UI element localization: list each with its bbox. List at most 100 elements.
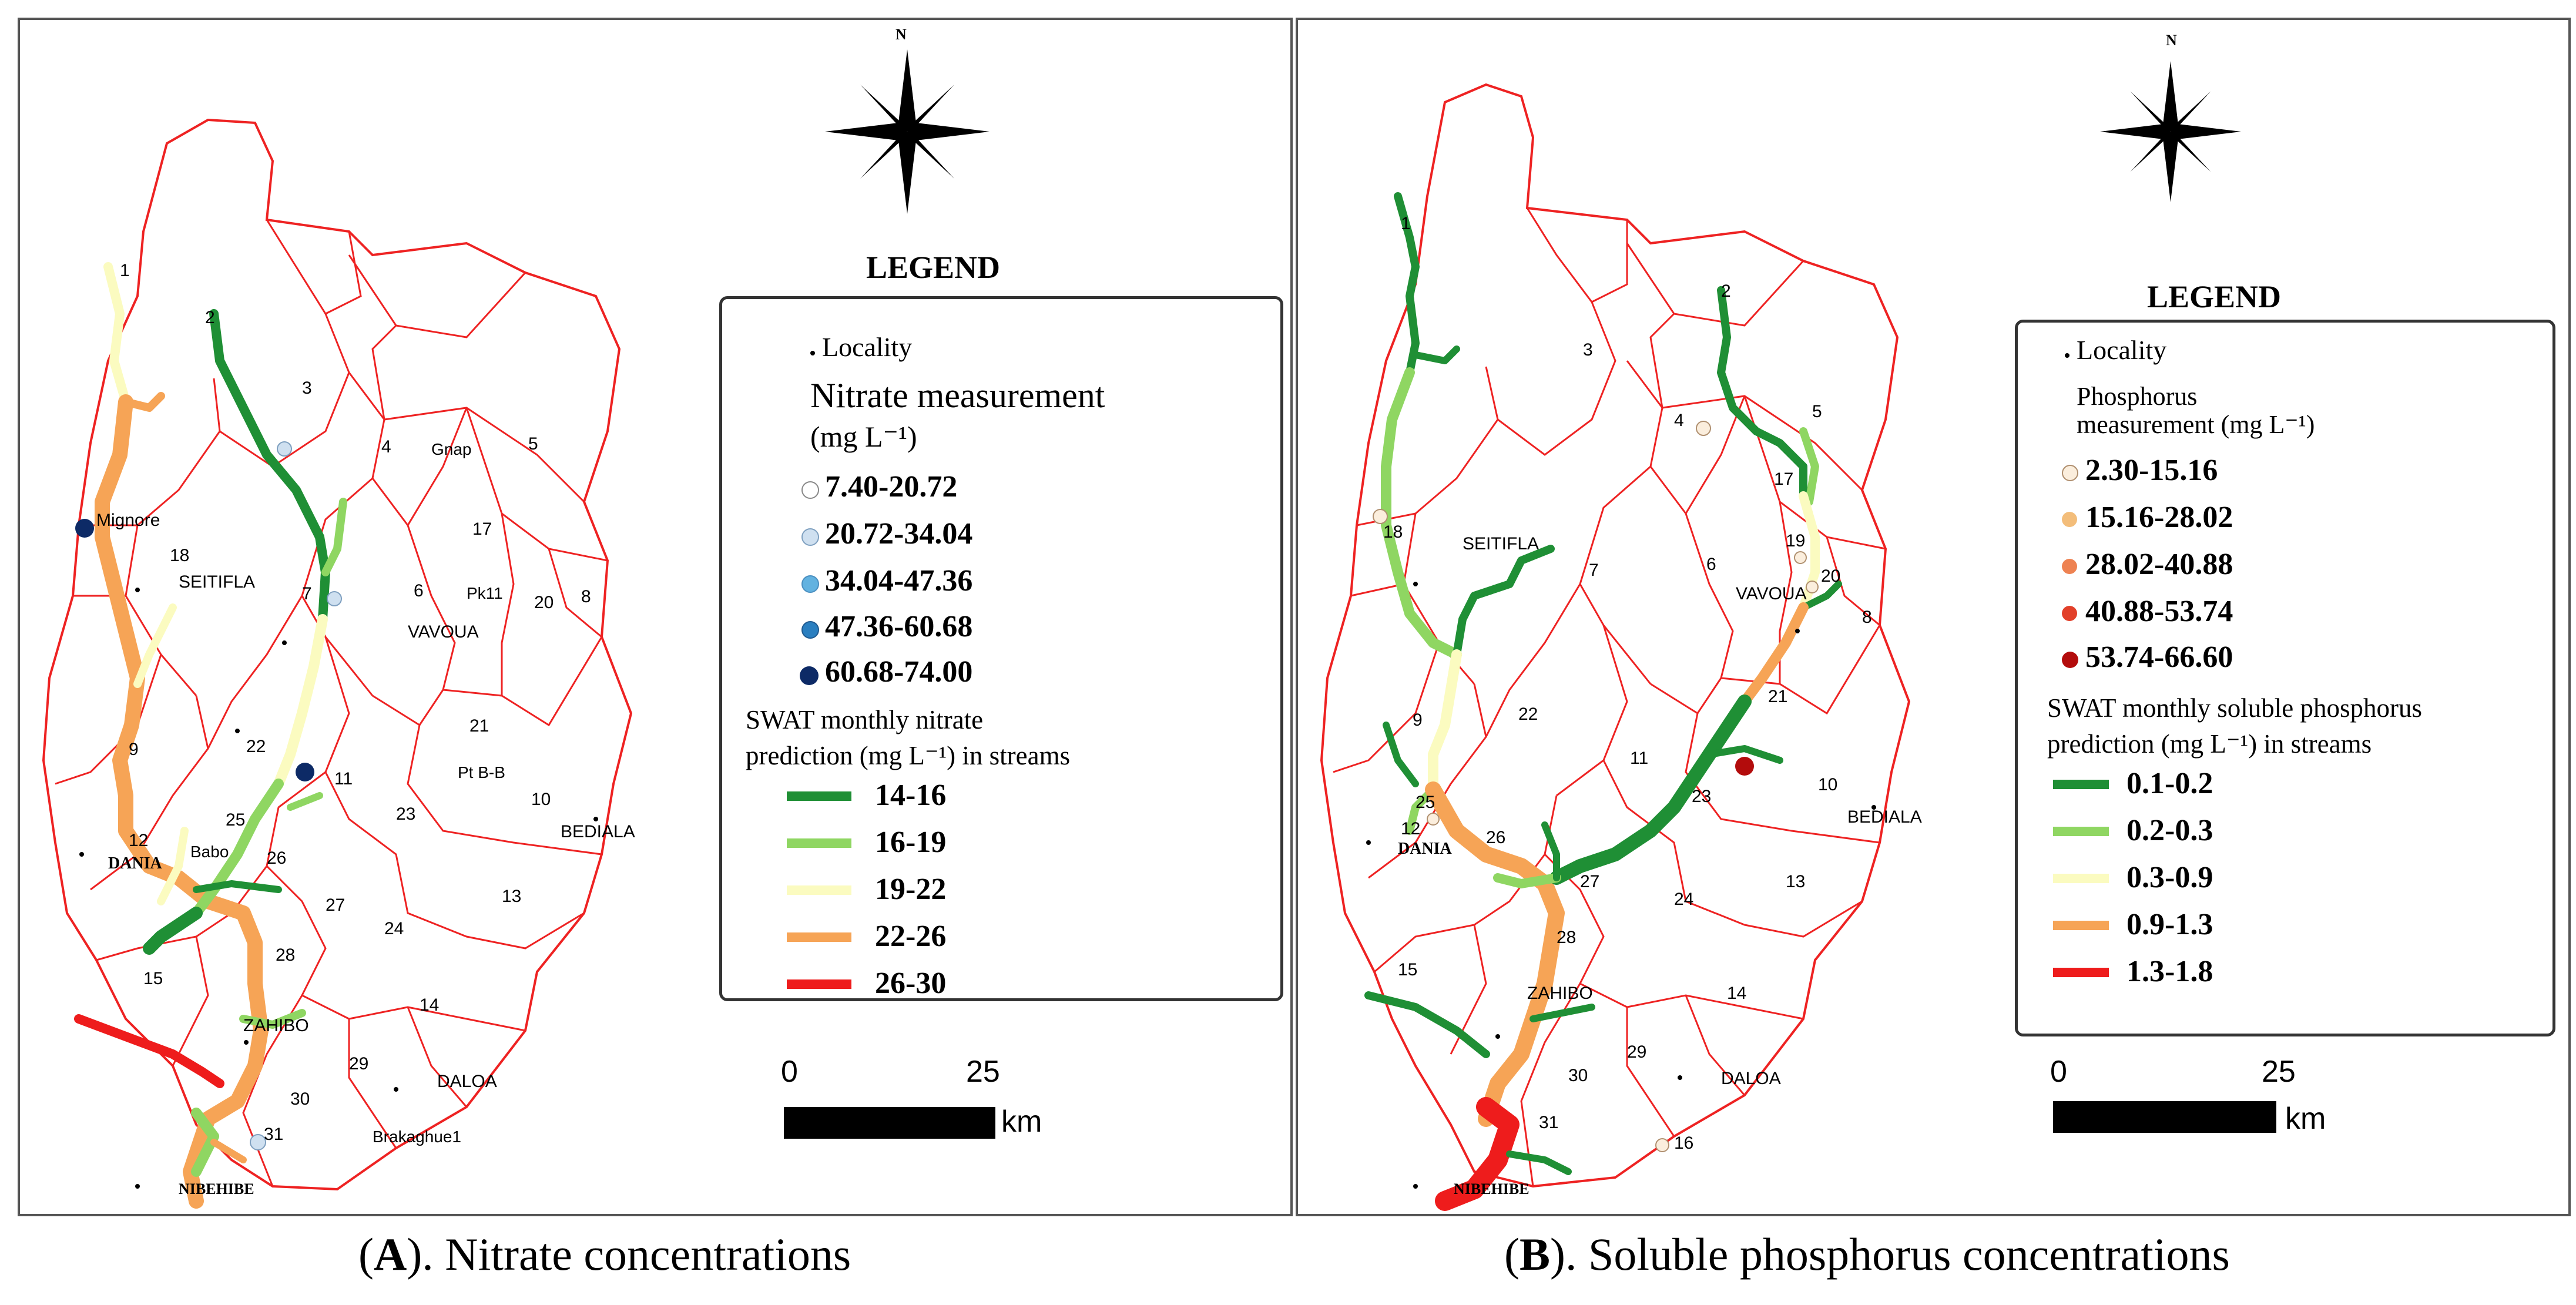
measurement-point-4 bbox=[1696, 421, 1711, 436]
legend-prediction-title: prediction (mg L⁻¹) in streams bbox=[746, 741, 1071, 770]
legend-stream-swatch bbox=[2053, 827, 2109, 836]
subbasin-label: 18 bbox=[1383, 522, 1403, 542]
legend-measure-class: 2.30-15.16 bbox=[2085, 454, 2218, 487]
caption-text: ). Nitrate concentrations bbox=[407, 1229, 851, 1280]
subbasin-label: 7 bbox=[302, 584, 312, 603]
legend-measure-unit: measurement (mg L⁻¹) bbox=[2077, 410, 2315, 439]
measurement-point-18 bbox=[1373, 509, 1388, 524]
legend-prediction-title: SWAT monthly soluble phosphorus bbox=[2047, 693, 2422, 723]
subbasin-label: 4 bbox=[381, 437, 391, 457]
measurement-point-19 bbox=[1794, 551, 1807, 564]
locality-label: NIBEHIBE bbox=[179, 1180, 254, 1197]
locality-label: DALOA bbox=[1721, 1069, 1781, 1088]
stream-30-lightgreen bbox=[191, 1108, 219, 1177]
scale-unit: km bbox=[2285, 1102, 2326, 1136]
legend-measure-class: 53.74-66.60 bbox=[2085, 640, 2233, 674]
legend-measure-class: 47.36-60.68 bbox=[825, 610, 973, 643]
stream-15-red bbox=[74, 1014, 224, 1088]
subbasin-label: 31 bbox=[1539, 1113, 1559, 1132]
locality-label: Babo bbox=[190, 843, 229, 861]
legend-measure-title: Nitrate measurement bbox=[810, 376, 1105, 415]
subbasin-label: 25 bbox=[226, 810, 246, 830]
legend-dot bbox=[801, 621, 819, 639]
stream-14-green bbox=[1530, 1004, 1595, 1022]
locality-label: SEITIFLA bbox=[179, 572, 256, 592]
locality-label: DALOA bbox=[437, 1072, 497, 1091]
subbasin-label: 26 bbox=[1486, 828, 1506, 847]
streams bbox=[74, 262, 347, 1209]
subbasin-label: 5 bbox=[528, 434, 538, 454]
stream-15-green bbox=[1364, 991, 1490, 1058]
subbasin-label: 1 bbox=[120, 261, 130, 280]
measurement-point-16 bbox=[1655, 1138, 1669, 1152]
subbasin-label: 30 bbox=[290, 1089, 310, 1109]
legend-box: Locality Nitrate measurement (mg L⁻¹) 7.… bbox=[719, 296, 1283, 1001]
locality-label: Gnap bbox=[431, 440, 472, 458]
subbasin-label: 31 bbox=[264, 1125, 284, 1144]
stream-main-orange bbox=[95, 394, 269, 1209]
subbasin-label: 17 bbox=[1774, 469, 1794, 489]
legend-stream-swatch bbox=[787, 885, 851, 895]
scale-label-25: 25 bbox=[2262, 1055, 2296, 1089]
measurement-point-pk11 bbox=[327, 591, 342, 606]
legend-dot bbox=[800, 666, 819, 685]
watershed-map-a bbox=[42, 118, 633, 1209]
subbasin-label: 1 bbox=[1401, 214, 1411, 233]
subbasin-label: 23 bbox=[396, 804, 416, 824]
caption-letter: A bbox=[373, 1229, 407, 1280]
scale-bar bbox=[2053, 1101, 2276, 1133]
subbasin-label: 27 bbox=[1580, 872, 1600, 891]
locality-marker-icon bbox=[810, 351, 815, 355]
legend-prediction-class: 0.9-1.3 bbox=[2126, 908, 2213, 941]
stream-23-lightgreen bbox=[191, 779, 284, 918]
legend-stream-swatch bbox=[2053, 921, 2109, 930]
measurement-point-23 bbox=[1735, 757, 1754, 776]
legend-dot bbox=[2062, 512, 2077, 527]
subbasin-label: 15 bbox=[1398, 960, 1418, 979]
map-panel-a: 1 2 3 4 5 6 7 8 9 10 11 12 13 14 15 17 1… bbox=[18, 18, 1293, 1216]
locality-label: VAVOUA bbox=[408, 622, 479, 642]
subbasin-label: 30 bbox=[1568, 1066, 1588, 1085]
locality-label: VAVOUA bbox=[1736, 584, 1807, 603]
legend-title: LEGEND bbox=[2147, 279, 2282, 314]
subbasin-label: 17 bbox=[472, 519, 492, 539]
stream-1-green bbox=[1394, 192, 1420, 377]
measurement-point-20 bbox=[1806, 581, 1819, 593]
stream-7-yellow bbox=[133, 603, 177, 688]
caption-text: ). Soluble phosphorus concentrations bbox=[1550, 1229, 2230, 1280]
caption-a: (A). Nitrate concentrations bbox=[358, 1229, 851, 1280]
stream-22-yellow bbox=[1428, 649, 1462, 795]
subbasin-label: 28 bbox=[276, 945, 296, 965]
stream-14-lightgreen bbox=[239, 1009, 306, 1029]
subbasin-label: 21 bbox=[469, 716, 489, 736]
subbasin-label: 15 bbox=[143, 969, 163, 988]
legend-dot bbox=[801, 528, 819, 546]
legend-measure-unit: (mg L⁻¹) bbox=[810, 420, 917, 453]
subbasin-label: 12 bbox=[1401, 819, 1421, 838]
legend-prediction-title: SWAT monthly nitrate bbox=[746, 705, 984, 734]
scale-label-0: 0 bbox=[781, 1055, 798, 1089]
legend-dot bbox=[2062, 559, 2077, 574]
legend-prediction-class: 19-22 bbox=[875, 873, 947, 906]
subbasin-label: 10 bbox=[1818, 775, 1838, 794]
legend-stream-swatch bbox=[787, 979, 851, 989]
locality-label: ZAHIBO bbox=[1527, 984, 1593, 1003]
measurement-point-ptbb bbox=[296, 763, 314, 781]
subbasin-label: 18 bbox=[170, 546, 190, 565]
subbasin-label: 25 bbox=[1416, 793, 1435, 812]
map-panel-b: 1 2 3 4 5 6 7 8 9 10 11 12 13 14 15 16 1… bbox=[1296, 18, 2571, 1216]
legend-stream-swatch bbox=[787, 932, 851, 942]
legend-dot bbox=[2062, 606, 2077, 621]
stream-2-green bbox=[1717, 286, 1807, 500]
subbasin-label: 13 bbox=[502, 887, 522, 906]
legend-prediction-class: 0.2-0.3 bbox=[2126, 814, 2213, 847]
subbasin-label: 6 bbox=[1706, 555, 1716, 574]
subbasin-label: 24 bbox=[1674, 890, 1694, 909]
subbasin-label: 9 bbox=[1413, 710, 1423, 730]
legend-measure-class: 40.88-53.74 bbox=[2085, 595, 2233, 628]
locality-label: DANIA bbox=[1398, 840, 1452, 858]
scale-unit: km bbox=[1001, 1105, 1042, 1139]
locality-marker-icon bbox=[2065, 353, 2069, 358]
legend-dot bbox=[801, 575, 819, 593]
subbasin-label: 19 bbox=[1786, 531, 1806, 551]
